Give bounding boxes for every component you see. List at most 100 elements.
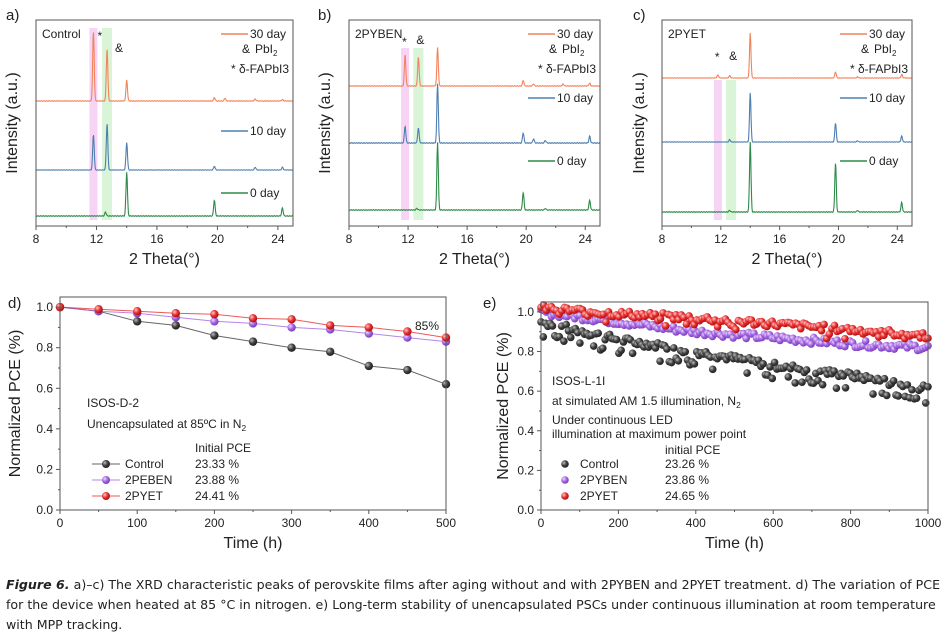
data-point-Control	[133, 317, 142, 326]
amp-marker: &	[115, 41, 123, 55]
amp-marker: &	[416, 33, 424, 47]
data-point-2PYET	[651, 310, 660, 319]
data-point-2PYET	[287, 315, 296, 324]
legend-marker	[561, 492, 569, 500]
data-point-Control	[326, 347, 335, 356]
data-point-2PYET	[171, 309, 180, 318]
data-point-Control	[674, 356, 683, 365]
x-tick-label: 20	[519, 232, 533, 246]
x-tick-label: 16	[460, 232, 474, 246]
y-axis-label: Normalized PCE (%)	[7, 330, 24, 478]
star-marker: *	[715, 50, 720, 64]
data-point-Control	[770, 358, 779, 367]
data-point-Control	[560, 337, 568, 346]
data-point-Control	[171, 321, 180, 330]
y-tick-label: 0.2	[517, 463, 534, 477]
sample-title: 2PYET	[668, 27, 707, 41]
plot-frame	[661, 19, 913, 227]
xrd-trace-10-day	[661, 92, 912, 143]
data-point-Control	[912, 394, 921, 402]
data-point-2PYET	[133, 307, 142, 316]
data-point-Control	[903, 381, 912, 389]
x-tick-label: 8	[33, 232, 40, 246]
xrd-trace-0-day	[661, 141, 912, 213]
x-axis-label: 2 Theta(°)	[439, 251, 510, 268]
xrd-trace-10-day	[348, 83, 600, 144]
xrd-trace-30-day	[35, 32, 293, 102]
legend-label: 0 day	[250, 186, 279, 200]
panel-label: a)	[6, 7, 19, 24]
legend-label: 10 day	[869, 91, 905, 105]
data-point-2PEBEN	[403, 333, 412, 342]
y-tick-label: 1.0	[36, 300, 53, 314]
data-point-Control	[617, 346, 625, 355]
data-point-2PYET	[661, 322, 670, 330]
panel-label: e)	[483, 295, 496, 312]
data-point-Control	[908, 385, 916, 394]
y-tick-label: 0.6	[517, 384, 534, 398]
data-point-Control	[690, 360, 699, 368]
test-condition-2: Under continuous LED	[552, 413, 673, 427]
xrd-trace-30-day	[348, 47, 601, 87]
y-tick-label: 1.0	[517, 305, 534, 319]
legend-marker	[561, 476, 569, 484]
data-point-2PYET	[841, 334, 849, 343]
test-protocol: ISOS-L-1I	[552, 374, 605, 388]
data-point-Control	[566, 333, 575, 342]
xrd-trace-0-day	[35, 172, 293, 217]
legend-label: 10 day	[250, 124, 286, 138]
x-tick-label: 800	[841, 516, 861, 530]
pbi2-band	[726, 80, 737, 220]
legend-label: 30 day	[250, 27, 286, 41]
x-tick-label: 16	[150, 232, 164, 246]
data-point-2PYET	[248, 314, 258, 323]
x-tick-label: 200	[608, 516, 628, 530]
amp-marker: &	[729, 49, 737, 63]
x-tick-label: 20	[832, 232, 846, 246]
x-tick-label: 12	[714, 232, 728, 246]
x-tick-label: 500	[436, 516, 456, 530]
data-point-Control	[628, 349, 637, 358]
x-tick-label: 600	[763, 516, 783, 530]
test-protocol: ISOS-D-2	[87, 396, 139, 410]
data-point-2PYET	[682, 320, 691, 328]
legend-label: 2PYET	[125, 489, 164, 503]
data-point-Control	[880, 374, 889, 383]
data-point-2PYET	[656, 315, 665, 323]
test-condition: Unencapsulated at 85ºC in N2	[87, 417, 246, 433]
data-point-2PYET	[830, 321, 839, 330]
legend-label: 2PYBEN	[580, 473, 627, 487]
data-point-2PYET	[919, 329, 927, 337]
data-point-2PYET	[602, 318, 610, 326]
x-tick-label: 200	[204, 516, 224, 530]
data-point-Control	[894, 392, 903, 400]
data-point-Control	[791, 379, 799, 387]
legend-label: 2PEBEN	[125, 473, 172, 487]
data-point-Control	[548, 322, 557, 330]
data-point-2PYBEN	[742, 334, 750, 343]
caption-text: a)–c) The XRD characteristic peaks of pe…	[6, 577, 941, 632]
x-tick-label: 24	[271, 232, 285, 246]
x-tick-label: 400	[359, 516, 379, 530]
data-point-Control	[656, 357, 664, 366]
x-tick-label: 20	[211, 232, 225, 246]
data-point-Control	[562, 320, 570, 329]
sample-title: Control	[42, 27, 81, 41]
data-point-2PEBEN	[210, 317, 219, 326]
data-point-2PYET	[820, 320, 828, 329]
legend-label: 2PYET	[580, 489, 619, 503]
x-tick-label: 400	[686, 516, 706, 530]
x-tick-label: 12	[90, 232, 104, 246]
data-point-Control	[818, 380, 827, 389]
delta-phase-band	[401, 48, 410, 220]
caption-label: Figure 6.	[6, 577, 70, 592]
x-tick-label: 16	[773, 232, 787, 246]
y-axis-label: Intensity (a.u.)	[4, 72, 21, 173]
xrd-trace-30-day	[662, 32, 912, 79]
data-point-Control	[882, 391, 891, 400]
legend-initial-pce: 23.26 %	[665, 457, 709, 471]
legend-marker	[102, 476, 110, 484]
data-point-2PYET	[210, 310, 219, 319]
